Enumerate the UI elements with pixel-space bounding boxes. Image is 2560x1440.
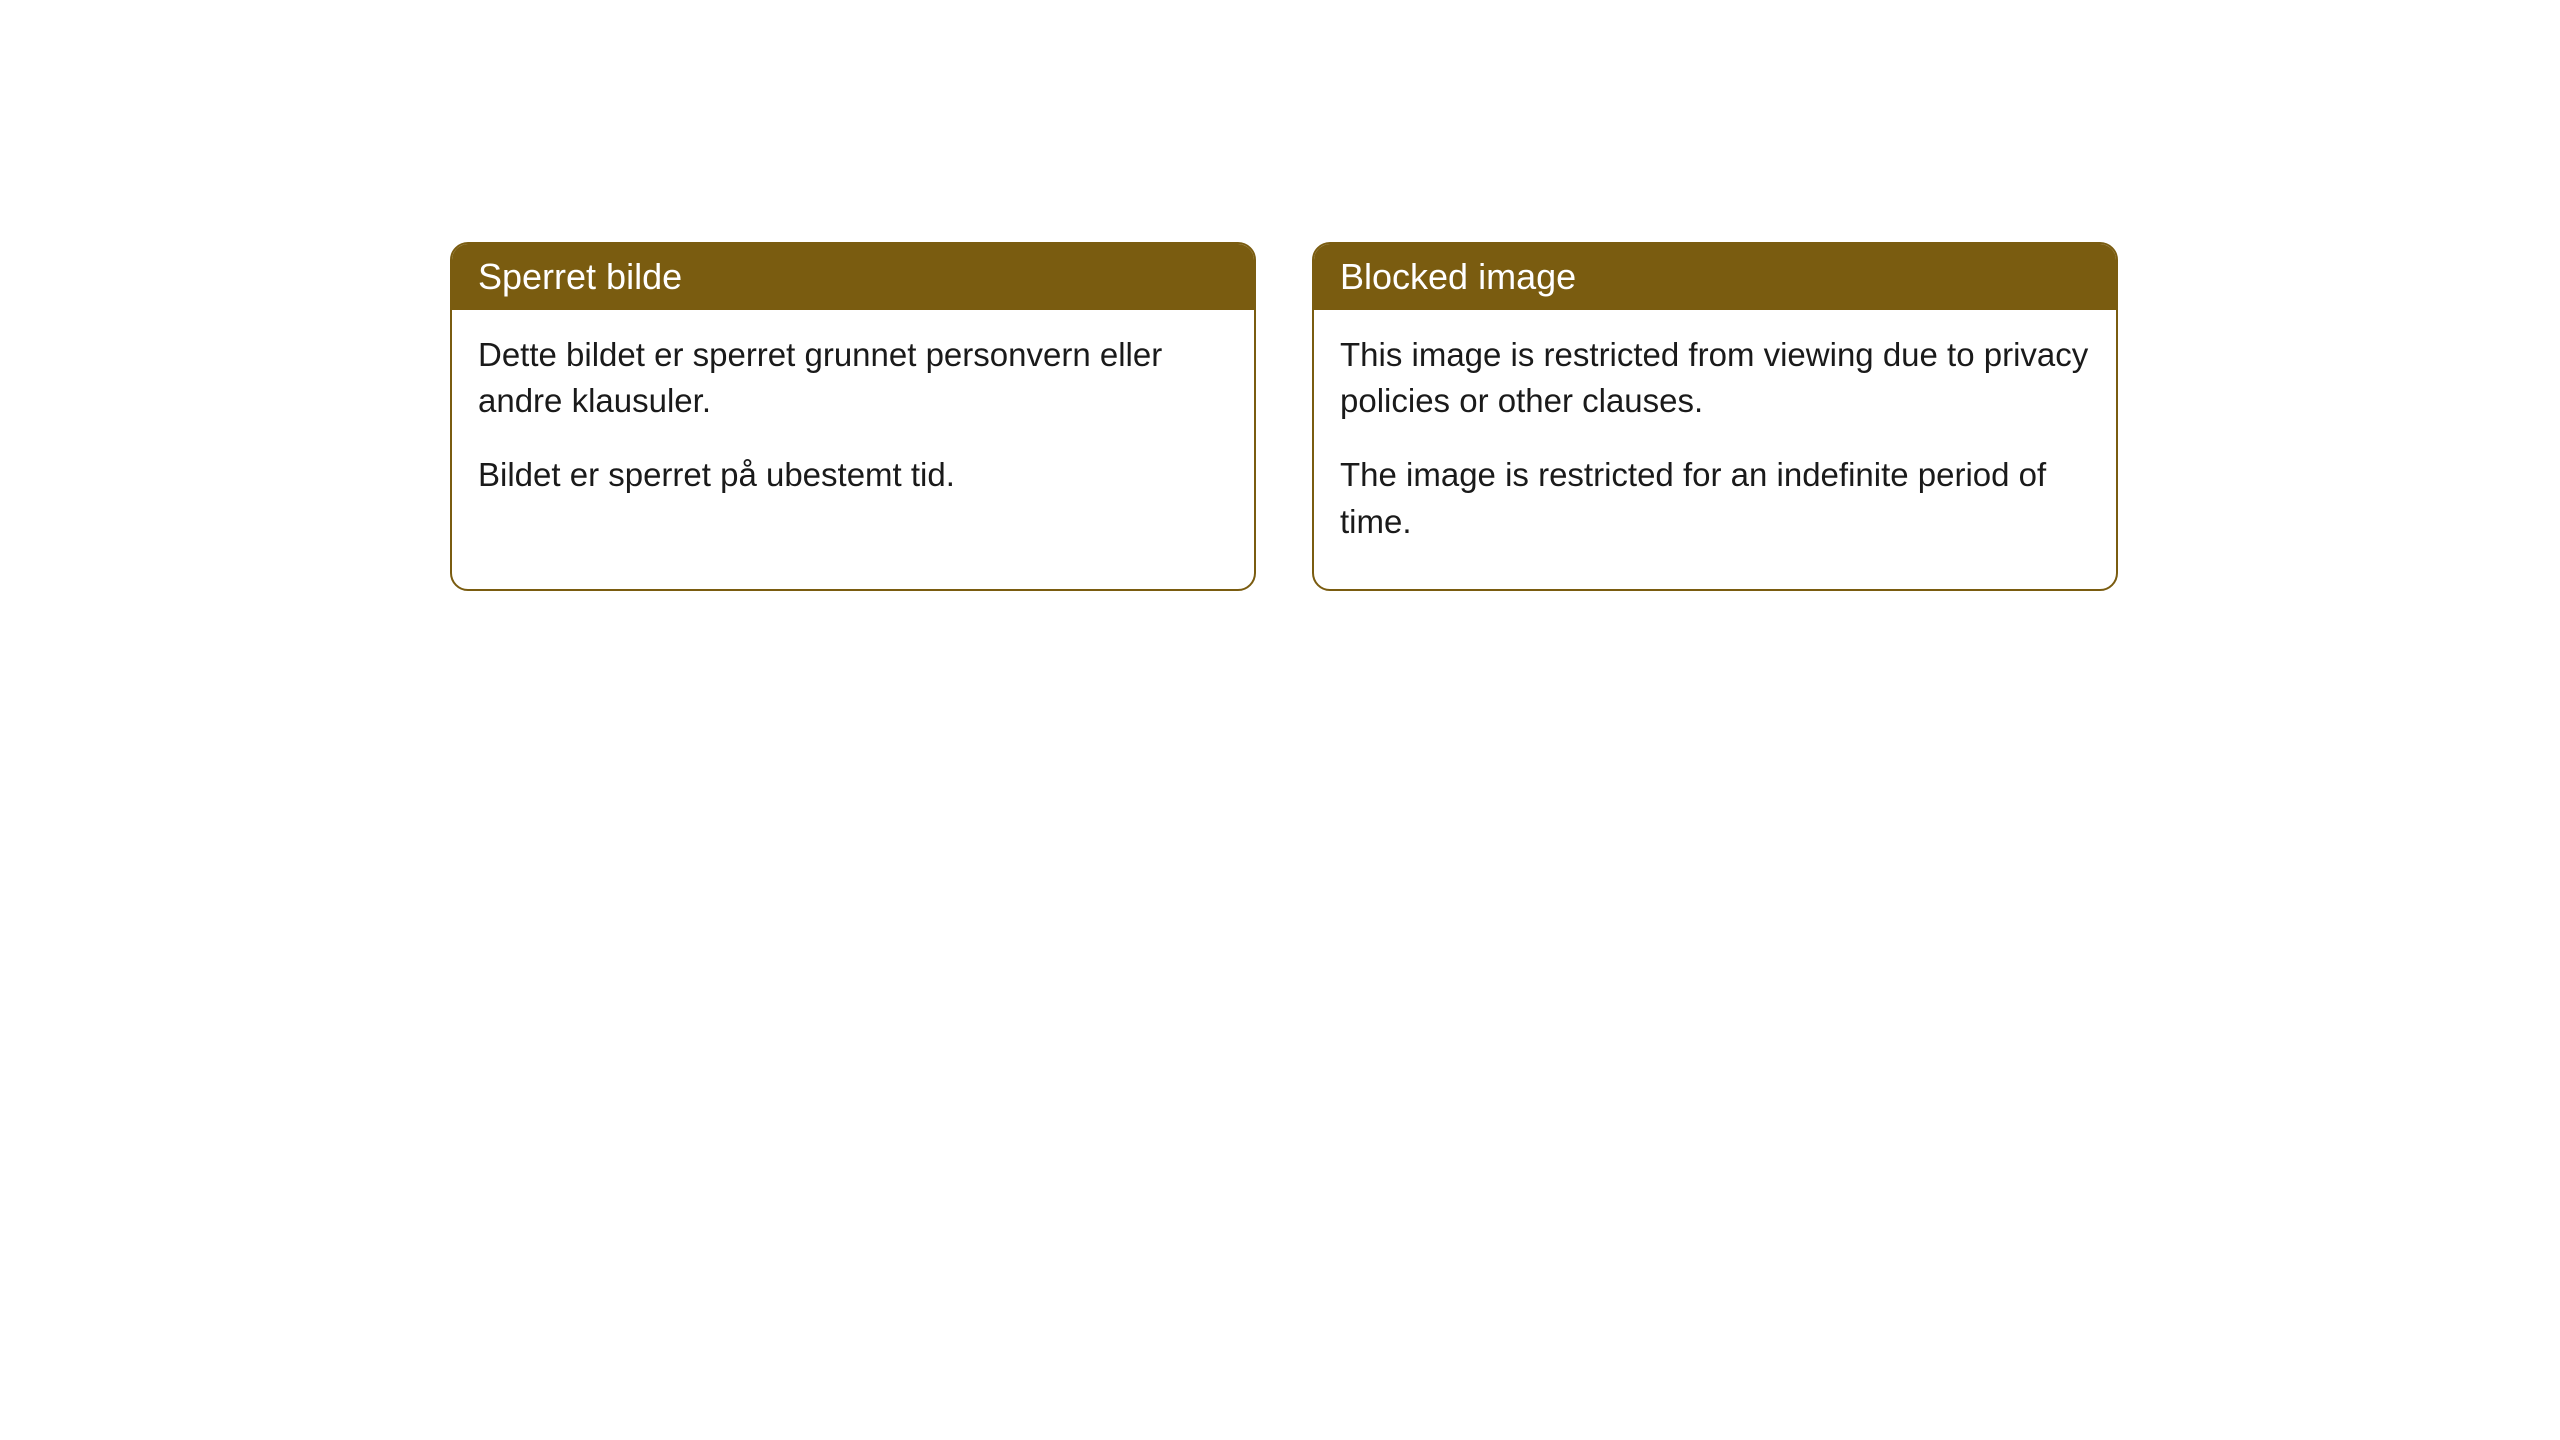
card-paragraph: Dette bildet er sperret grunnet personve… [478, 332, 1228, 424]
card-paragraph: Bildet er sperret på ubestemt tid. [478, 452, 1228, 498]
card-title: Blocked image [1340, 256, 1576, 297]
notice-card-norwegian: Sperret bilde Dette bildet er sperret gr… [450, 242, 1256, 591]
card-header: Blocked image [1314, 244, 2116, 310]
notice-card-english: Blocked image This image is restricted f… [1312, 242, 2118, 591]
card-title: Sperret bilde [478, 256, 682, 297]
card-paragraph: The image is restricted for an indefinit… [1340, 452, 2090, 544]
card-header: Sperret bilde [452, 244, 1254, 310]
card-body: This image is restricted from viewing du… [1314, 310, 2116, 589]
notice-container: Sperret bilde Dette bildet er sperret gr… [0, 0, 2560, 591]
card-paragraph: This image is restricted from viewing du… [1340, 332, 2090, 424]
card-body: Dette bildet er sperret grunnet personve… [452, 310, 1254, 543]
